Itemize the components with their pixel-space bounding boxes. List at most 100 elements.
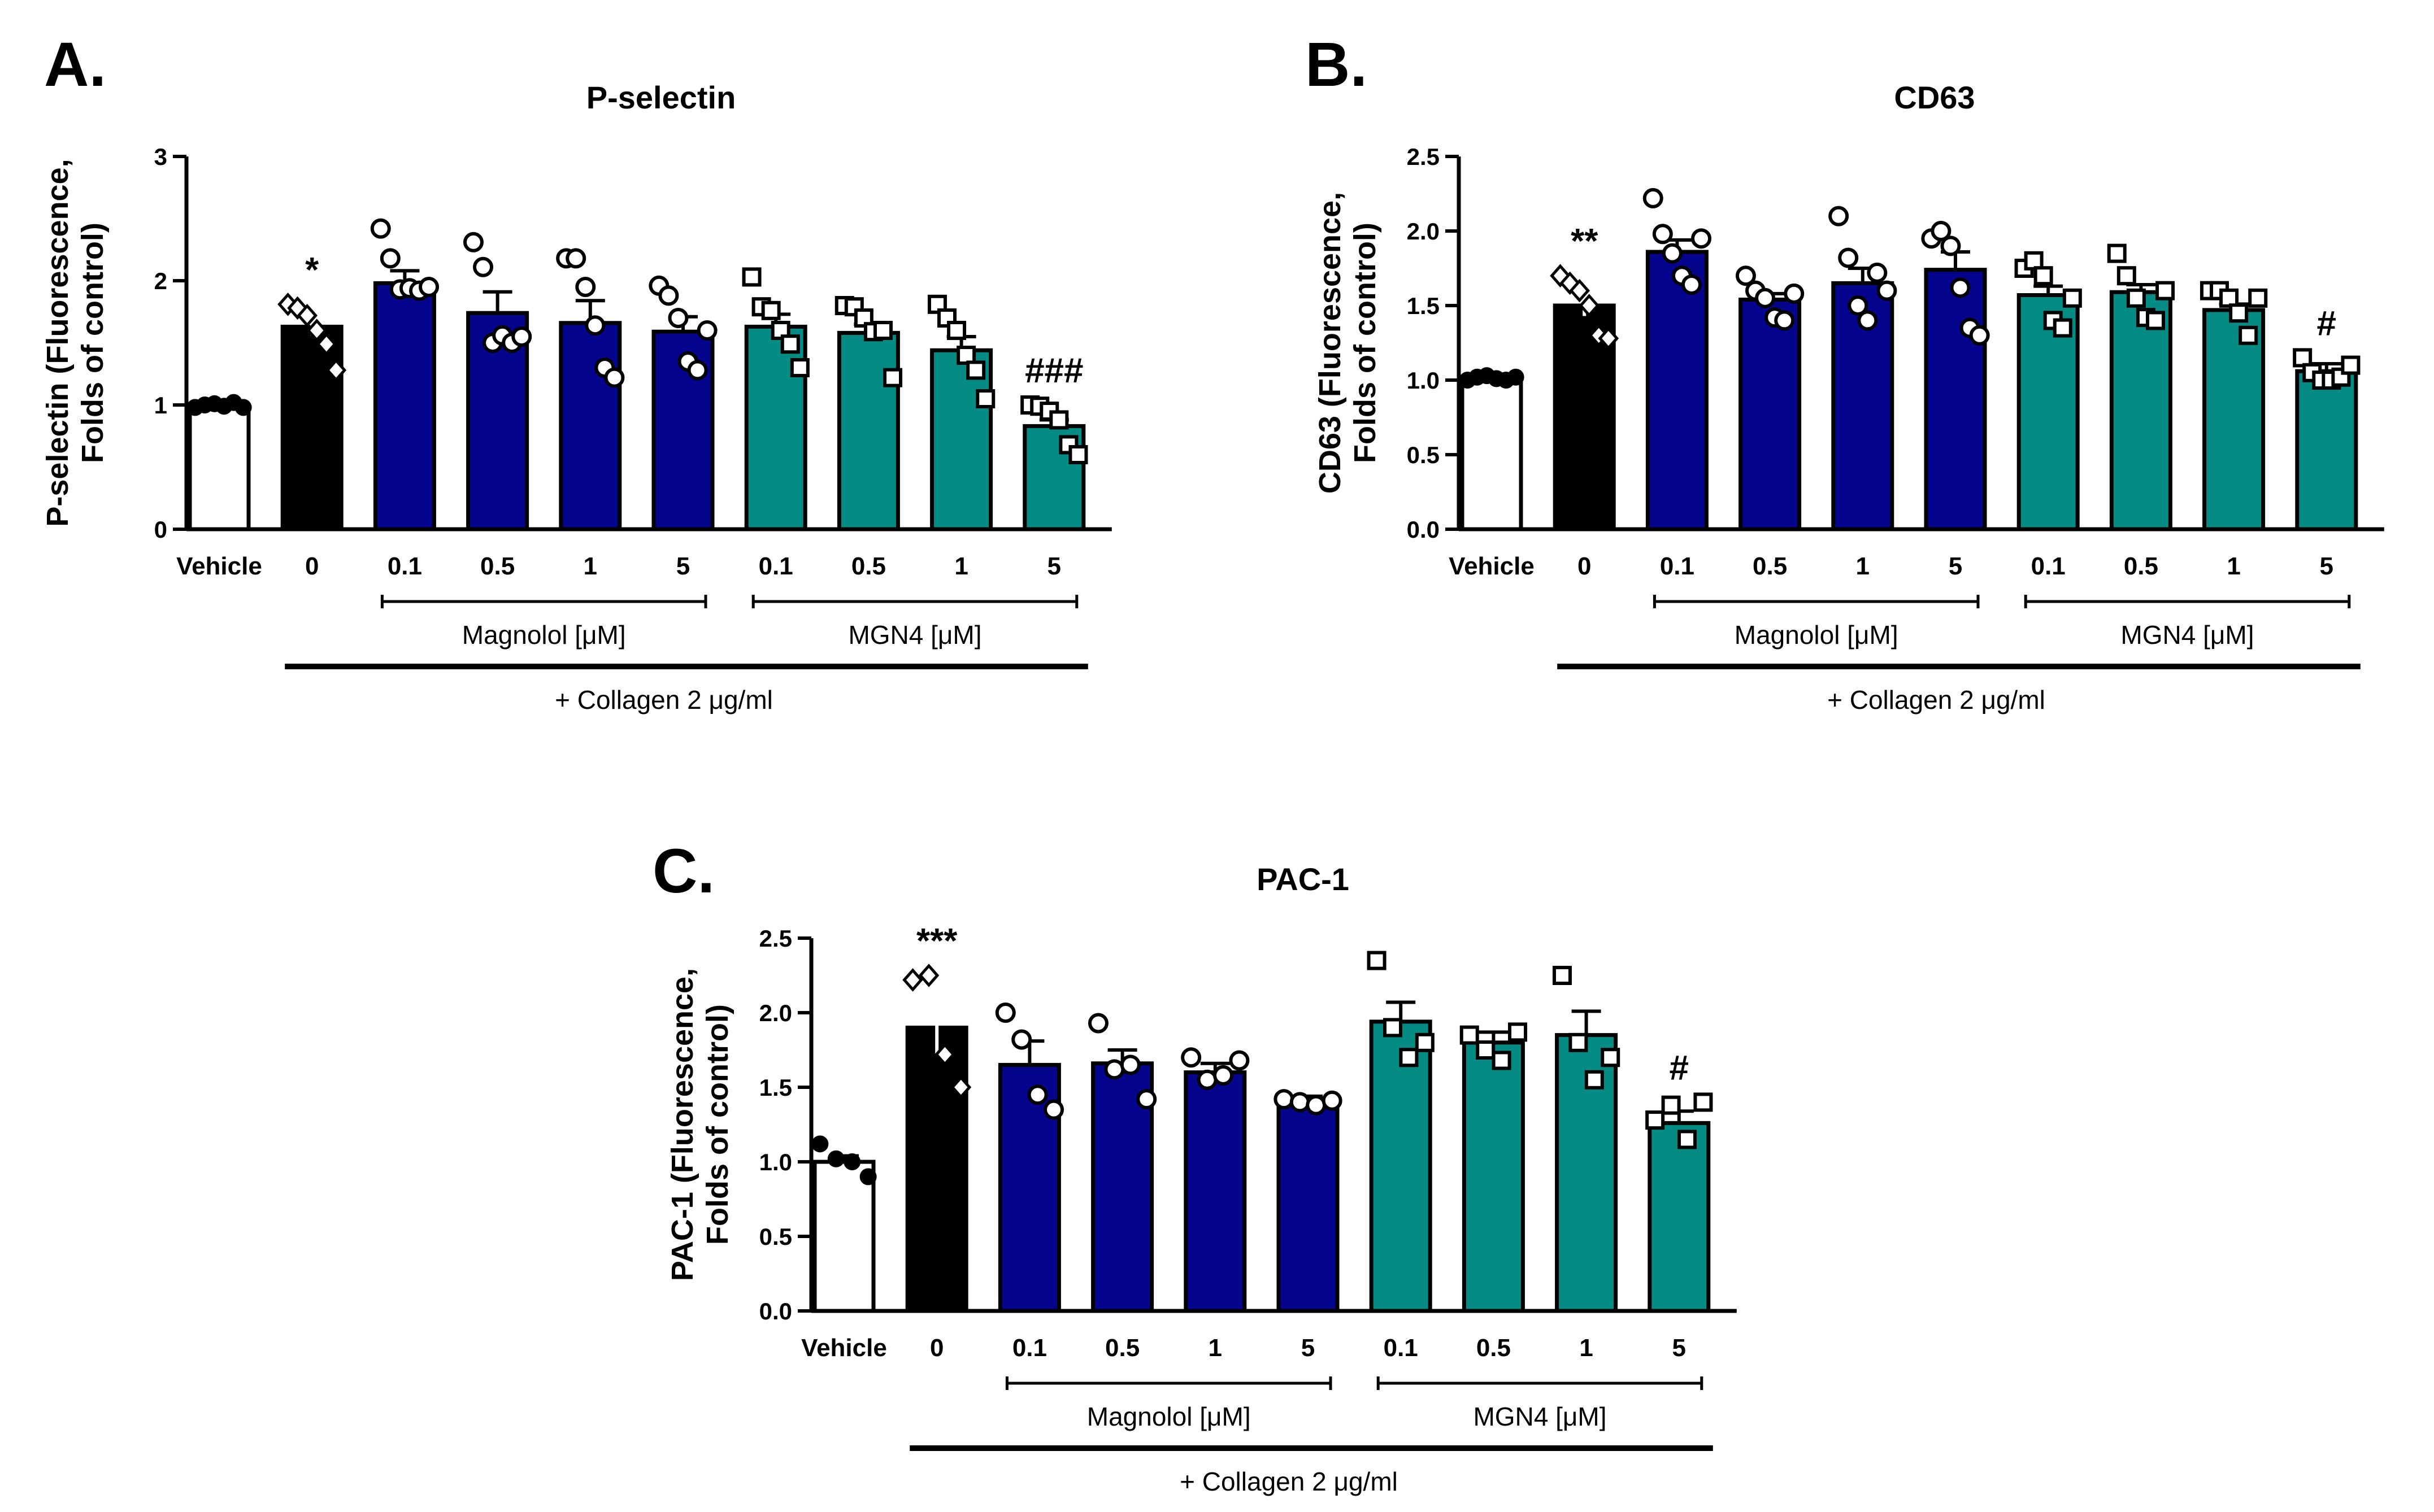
- x-tick-label: 5: [1048, 552, 1061, 580]
- data-point: [844, 297, 864, 317]
- data-point: [1415, 1032, 1435, 1052]
- data-point: [658, 285, 679, 306]
- x-tick-label: Vehicle: [1449, 552, 1535, 580]
- x-tick-label: 5: [2320, 552, 2333, 580]
- bar: [1369, 1019, 1432, 1313]
- data-point: [2053, 318, 2072, 338]
- x-tick-label: 1: [584, 552, 597, 580]
- data-point: [604, 367, 625, 388]
- data-point: [2155, 281, 2175, 300]
- data-point: [950, 1075, 972, 1099]
- data-point: [935, 1043, 955, 1066]
- data-point: [771, 321, 790, 340]
- group-label: Magnolol [μM]: [462, 620, 626, 650]
- data-point: [1507, 368, 1524, 386]
- data-point: [463, 232, 484, 252]
- data-point: [1306, 1095, 1327, 1116]
- x-tick-label: Vehicle: [176, 552, 262, 580]
- data-point: [780, 334, 800, 354]
- data-point: [761, 300, 781, 320]
- data-point: [1691, 228, 1712, 249]
- y-axis-label-line: PAC-1 (Fluorescence,: [666, 968, 699, 1281]
- chart-panel-3: C. PAC-1 PAC-1 (Fluorescence,Folds of cont…: [653, 836, 1737, 1496]
- significance-mark: ###: [1025, 351, 1083, 390]
- y-tick-label: 0: [154, 516, 167, 543]
- data-point: [937, 308, 957, 328]
- y-tick-label: 0.5: [759, 1223, 792, 1250]
- x-tick-label: 1: [1209, 1334, 1222, 1362]
- chart-title: P-selectin: [586, 80, 736, 115]
- x-tick-label: 0.5: [1105, 1334, 1140, 1362]
- data-point: [585, 315, 606, 336]
- data-point: [1598, 326, 1619, 350]
- data-point: [827, 1150, 845, 1167]
- data-point: [1569, 278, 1590, 303]
- y-tick-label: 2.0: [1407, 218, 1440, 245]
- bar: [559, 321, 622, 531]
- group-label: MGN4 [μM]: [2120, 620, 2254, 650]
- bar: [1460, 376, 1523, 531]
- y-tick-label: 1.0: [759, 1149, 792, 1175]
- bar: [1184, 1070, 1247, 1313]
- data-point: [1289, 1092, 1310, 1113]
- x-tick-label: 0.1: [1012, 1334, 1047, 1362]
- data-point: [1568, 1032, 1588, 1052]
- data-point: [1661, 1095, 1681, 1115]
- data-point: [742, 267, 762, 287]
- y-axis-label: P-selectin (Fluorescence,Folds of contro…: [41, 159, 110, 526]
- data-point: [1229, 1050, 1250, 1071]
- y-tick-label: 0.0: [759, 1298, 792, 1324]
- data-point: [1677, 1130, 1697, 1149]
- data-point: [1579, 294, 1600, 317]
- data-point: [316, 332, 337, 356]
- data-point: [1011, 1029, 1032, 1050]
- data-point: [325, 358, 347, 382]
- bar: [1831, 281, 1894, 531]
- chart-title: CD63: [1894, 80, 1975, 115]
- data-point: [2126, 288, 2146, 308]
- y-tick-label: 2: [154, 268, 167, 294]
- x-tick-label: 0.5: [1476, 1334, 1511, 1362]
- data-point: [1735, 265, 1756, 286]
- data-point: [1068, 445, 1088, 464]
- data-point: [995, 1003, 1016, 1023]
- data-point: [1383, 1018, 1402, 1038]
- bar: [280, 324, 344, 531]
- bar: [373, 281, 436, 531]
- panel-letter: C.: [653, 836, 715, 906]
- data-point: [844, 1153, 861, 1170]
- data-point: [234, 399, 252, 416]
- x-tick-label: 1: [1856, 552, 1870, 580]
- data-point: [1642, 188, 1663, 208]
- x-tick-label: 0.1: [388, 552, 422, 580]
- x-tick-label: 5: [1672, 1334, 1686, 1362]
- data-point: [2219, 288, 2239, 308]
- data-point: [1552, 966, 1572, 985]
- data-point: [2024, 251, 2044, 271]
- y-tick-label: 1.0: [1407, 367, 1440, 394]
- bar: [1738, 297, 1802, 531]
- y-tick-label: 0.0: [1407, 516, 1440, 543]
- significance-mark: *: [305, 251, 319, 290]
- x-tick-label: 0: [930, 1334, 944, 1362]
- data-point: [511, 326, 532, 347]
- data-point: [668, 308, 689, 328]
- data-point: [370, 218, 391, 239]
- data-point: [1693, 1092, 1713, 1112]
- data-point: [297, 303, 318, 328]
- data-point: [1213, 1065, 1234, 1086]
- significance-mark: #: [2317, 304, 2336, 343]
- y-axis-label-line: Folds of control): [76, 223, 110, 463]
- data-point: [1322, 1090, 1342, 1111]
- data-point: [566, 248, 586, 269]
- data-point: [854, 308, 873, 328]
- y-tick-label: 0.5: [1407, 442, 1440, 468]
- data-point: [380, 248, 401, 269]
- bar: [188, 403, 251, 531]
- data-point: [1049, 410, 1069, 430]
- treatment-label: + Collagen 2 μg/ml: [1180, 1467, 1398, 1496]
- x-tick-label: 0.1: [2031, 552, 2066, 580]
- data-point: [1088, 1013, 1109, 1034]
- x-tick-label: 5: [676, 552, 690, 580]
